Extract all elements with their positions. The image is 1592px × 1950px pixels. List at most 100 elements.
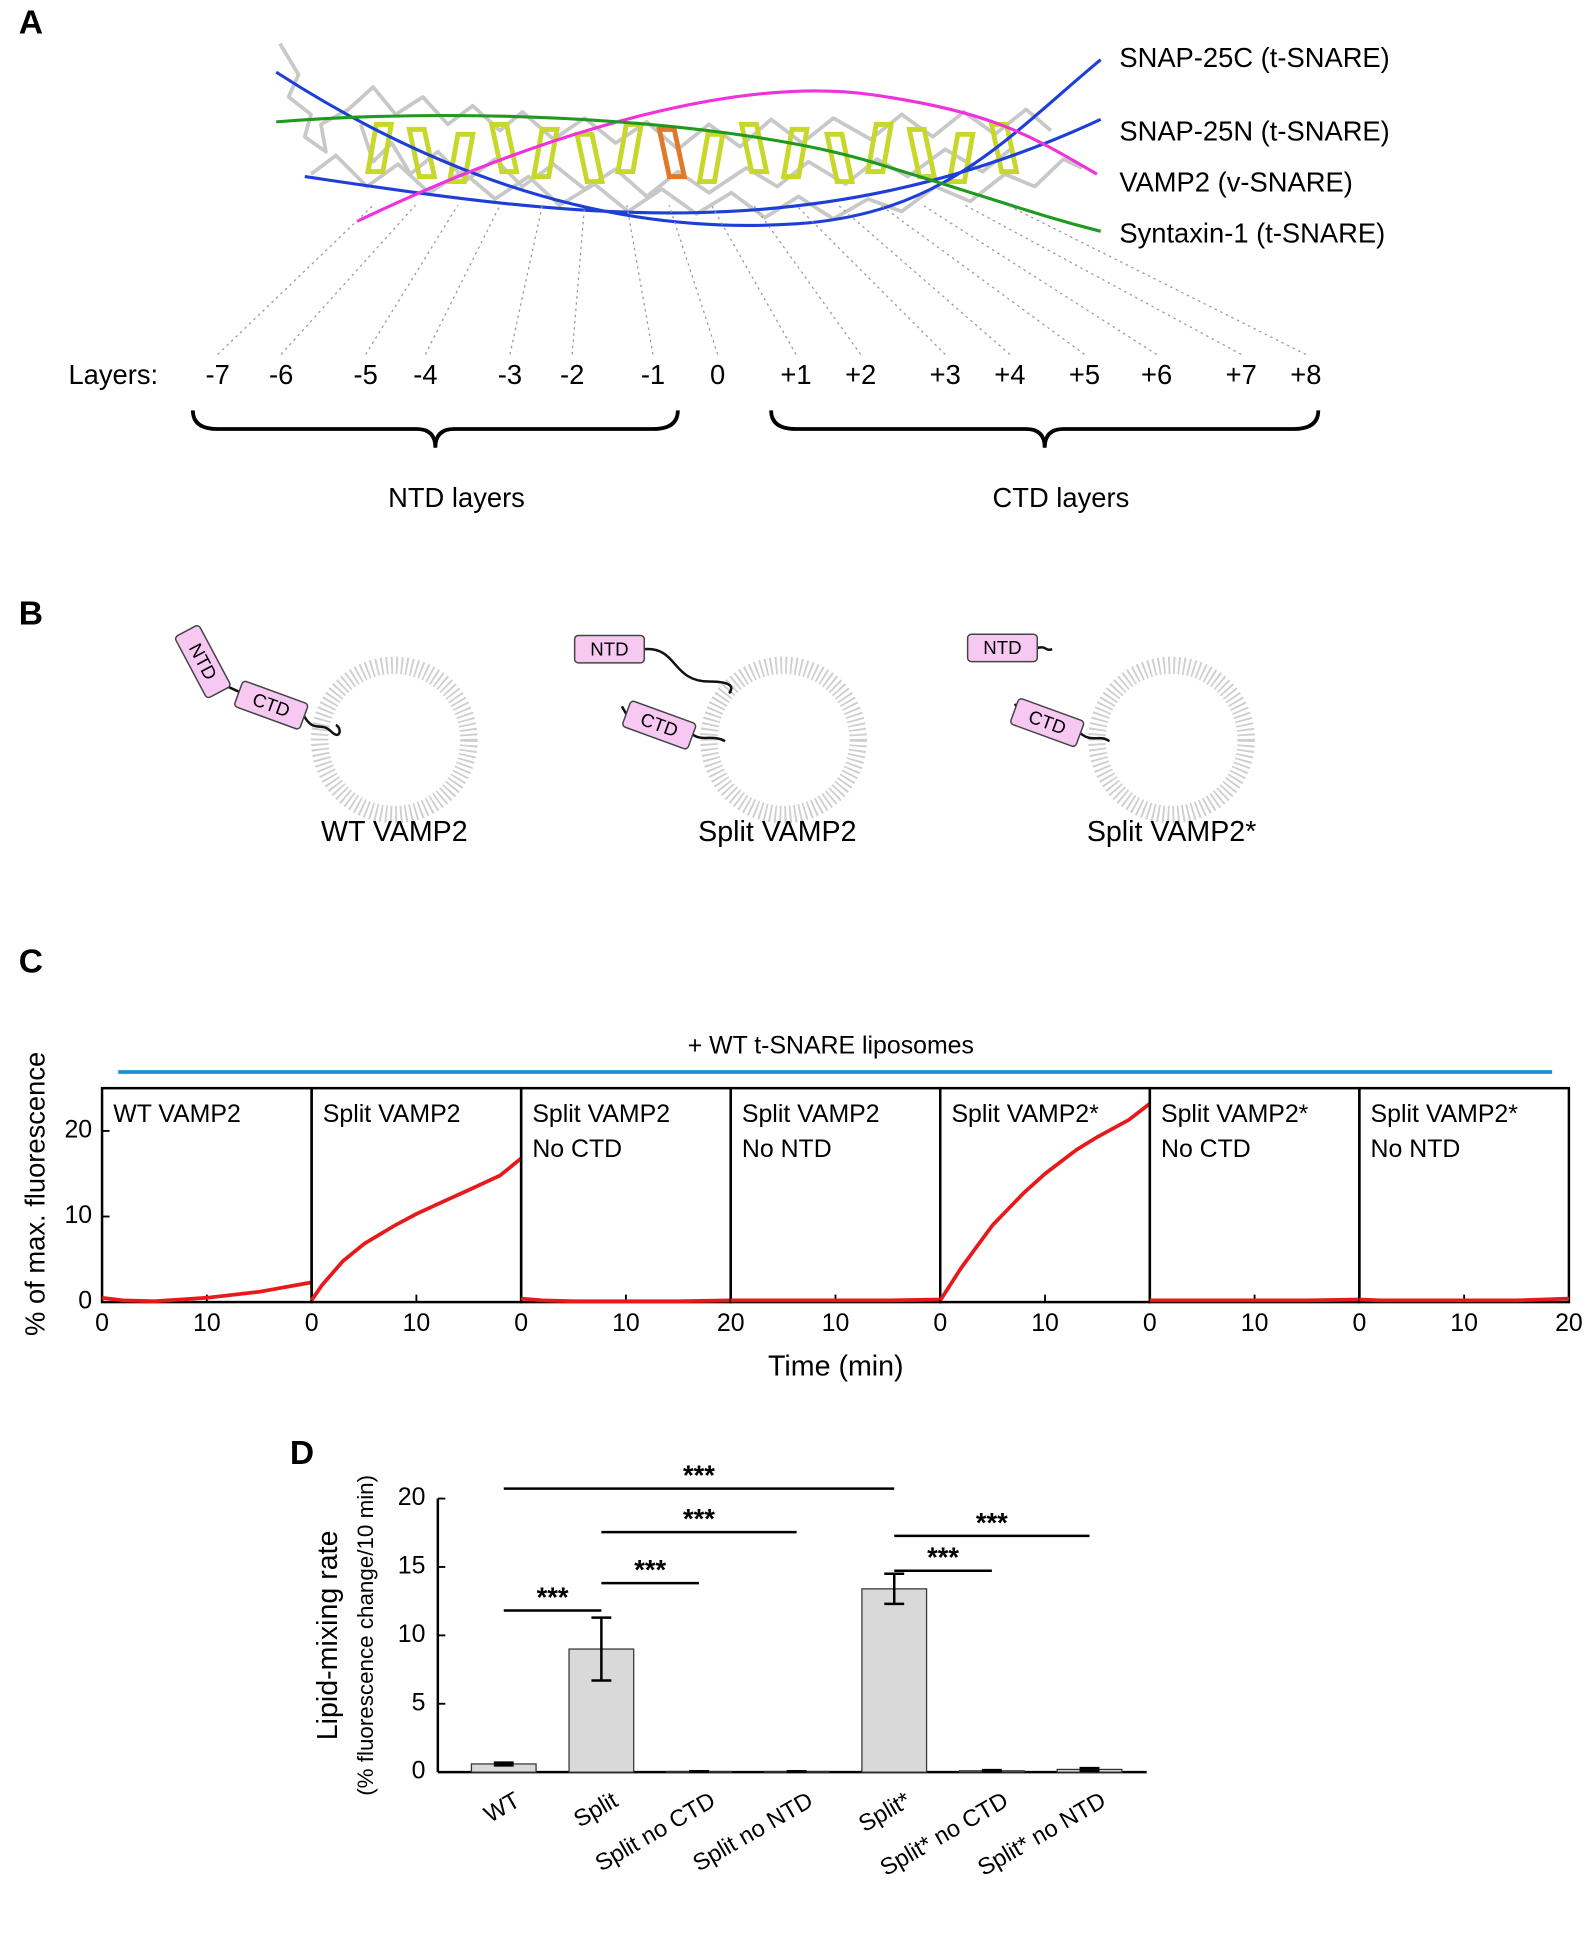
error-bar	[689, 1769, 709, 1773]
significance-label: ***	[976, 1507, 1008, 1538]
panel-label: A	[19, 5, 43, 42]
significance-label: ***	[683, 1460, 715, 1491]
layer-label: -1	[641, 359, 665, 390]
layer-label: +3	[930, 359, 961, 390]
layer-rung	[864, 121, 895, 175]
layer-label: -5	[354, 359, 378, 390]
layer-guide	[795, 204, 946, 355]
significance-label: ***	[634, 1554, 666, 1585]
data-line	[310, 1156, 523, 1302]
layer-guide	[626, 205, 654, 355]
helix-curves	[275, 58, 1102, 233]
x-tick-label: 0	[305, 1309, 319, 1337]
data-line	[521, 1296, 731, 1304]
domain: NTD	[174, 625, 231, 699]
layer-guide	[880, 204, 1085, 355]
x-tick-label: 0	[933, 1309, 947, 1337]
layer-guide	[509, 205, 543, 355]
group-label: CTD layers	[993, 482, 1130, 513]
y-tick-label: 0	[412, 1757, 426, 1785]
x-tick-label: 10	[822, 1309, 850, 1337]
error-bar	[981, 1768, 1002, 1773]
layer-rung	[488, 121, 520, 175]
subplot-title: No CTD	[1161, 1135, 1251, 1163]
group-label: NTD layers	[388, 482, 525, 513]
vesicles	[310, 656, 1255, 824]
brace	[769, 410, 1321, 448]
y-axis-label: (% fluorescence change/10 min)	[353, 1475, 378, 1796]
layer-label: +7	[1226, 359, 1257, 390]
layer-label: +2	[845, 359, 876, 390]
subplot-title: Split VAMP2*	[1371, 1100, 1519, 1128]
x-tick-label: WT	[480, 1788, 525, 1829]
domain: CTD	[1010, 698, 1085, 748]
domain: NTD	[966, 633, 1039, 663]
layer-guide	[964, 204, 1242, 355]
error-bar	[493, 1761, 514, 1767]
x-tick-label: 20	[1555, 1309, 1583, 1337]
helix-label: VAMP2 (v-SNARE)	[1119, 166, 1352, 197]
x-tick-label: 0	[95, 1309, 109, 1337]
data-line	[1359, 1296, 1569, 1303]
error-bar	[1079, 1766, 1100, 1773]
backbone	[278, 42, 1083, 221]
layer-guide	[922, 204, 1157, 355]
error-bar	[884, 1572, 905, 1606]
bar	[861, 1588, 928, 1773]
panel-label: C	[19, 944, 43, 981]
y-tick-label: 20	[64, 1116, 92, 1144]
layer-guide	[217, 204, 374, 355]
layer-rung	[738, 121, 770, 175]
helix-curve	[275, 58, 1102, 227]
layer-guide	[753, 204, 862, 355]
layer-rung	[656, 126, 688, 180]
layer-label: 0	[710, 359, 725, 390]
x-tick-label: 10	[1450, 1309, 1478, 1337]
domain-box	[1010, 698, 1085, 748]
x-tick-label: 10	[193, 1309, 221, 1337]
domain: CTD	[234, 680, 309, 730]
layer-label: -6	[269, 359, 293, 390]
x-tick-label: 10	[1031, 1309, 1059, 1337]
x-tick-label: 10	[612, 1309, 640, 1337]
y-tick-label: 10	[398, 1620, 426, 1648]
x-tick-label: Split	[570, 1787, 623, 1833]
brace	[190, 410, 680, 448]
data-line	[730, 1297, 941, 1303]
y-axis-label: % of max. fluorescence	[20, 1052, 51, 1336]
subplot-title: No NTD	[742, 1135, 832, 1163]
layer-guide	[424, 204, 501, 355]
layer-label: -4	[413, 359, 437, 390]
x-tick-label: 10	[1241, 1309, 1269, 1337]
layer-rung	[406, 126, 438, 180]
y-tick-label: 20	[398, 1483, 426, 1511]
layer-rung	[530, 126, 560, 180]
x-tick-label: 20	[717, 1309, 745, 1337]
x-axis-label: Time (min)	[768, 1351, 904, 1383]
layer-rung	[906, 126, 938, 180]
layer-rung	[696, 131, 726, 185]
annotation: + WT t-SNARE liposomes	[688, 1032, 974, 1060]
x-tick-label: 0	[1352, 1309, 1366, 1337]
significance-label: ***	[683, 1503, 715, 1534]
data-line	[101, 1280, 312, 1304]
subplot-title: No CTD	[532, 1135, 622, 1163]
layer-rung	[824, 131, 856, 185]
domain-label: NTD	[590, 638, 628, 659]
helix-curve	[356, 89, 1098, 223]
helix-label: Syntaxin-1 (t-SNARE)	[1119, 217, 1385, 248]
layer-guide	[668, 205, 719, 355]
layer-label: +4	[994, 359, 1025, 390]
layers-label: Layers:	[68, 359, 158, 390]
domain: NTD	[573, 634, 646, 664]
x-tick-label: 0	[514, 1309, 528, 1337]
construct-name: Split VAMP2	[698, 816, 856, 848]
data-line	[1149, 1297, 1360, 1303]
domain: CTD	[622, 700, 697, 750]
layer-rung	[946, 131, 976, 185]
error-bar	[591, 1616, 612, 1682]
layer-rungs	[365, 121, 1020, 185]
panel-label: D	[290, 1435, 314, 1472]
